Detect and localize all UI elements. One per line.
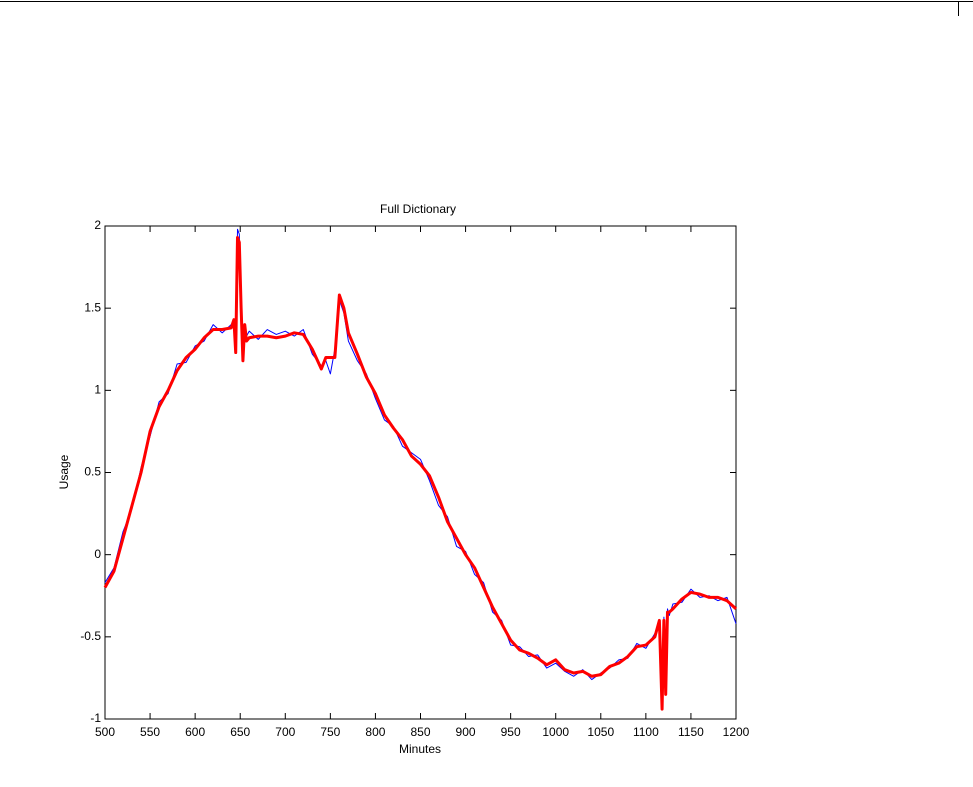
y-tick-label: 0 bbox=[94, 547, 101, 561]
x-tick-label: 500 bbox=[95, 725, 115, 739]
x-tick-label: 1100 bbox=[633, 725, 659, 739]
x-tick-label: 550 bbox=[140, 725, 160, 739]
x-tick-label: 700 bbox=[275, 725, 295, 739]
x-tick-label: 800 bbox=[365, 725, 385, 739]
y-tick-label: 0.5 bbox=[84, 465, 101, 479]
y-tick-label: -1 bbox=[90, 711, 101, 725]
y-tick-label: 1 bbox=[94, 383, 101, 397]
y-tick-label: 2 bbox=[94, 218, 101, 232]
x-tick-label: 1000 bbox=[542, 725, 569, 739]
x-tick-label: 600 bbox=[185, 725, 205, 739]
x-tick-label: 1050 bbox=[587, 725, 614, 739]
x-tick-label: 750 bbox=[320, 725, 340, 739]
x-tick-label: 850 bbox=[410, 725, 430, 739]
x-tick-label: 1150 bbox=[678, 725, 704, 739]
x-tick-label: 1200 bbox=[723, 725, 750, 739]
x-tick-label: 900 bbox=[456, 725, 476, 739]
data-line bbox=[103, 236, 738, 711]
chart-title: Full Dictionary bbox=[380, 202, 456, 216]
x-tick-label: 950 bbox=[501, 725, 521, 739]
y-tick-label: 1.5 bbox=[84, 300, 101, 314]
y-tick-label: -0.5 bbox=[80, 629, 101, 643]
x-axis-label: Minutes bbox=[399, 742, 441, 756]
y-axis-label: Usage bbox=[57, 454, 71, 489]
x-tick-label: 650 bbox=[230, 725, 250, 739]
